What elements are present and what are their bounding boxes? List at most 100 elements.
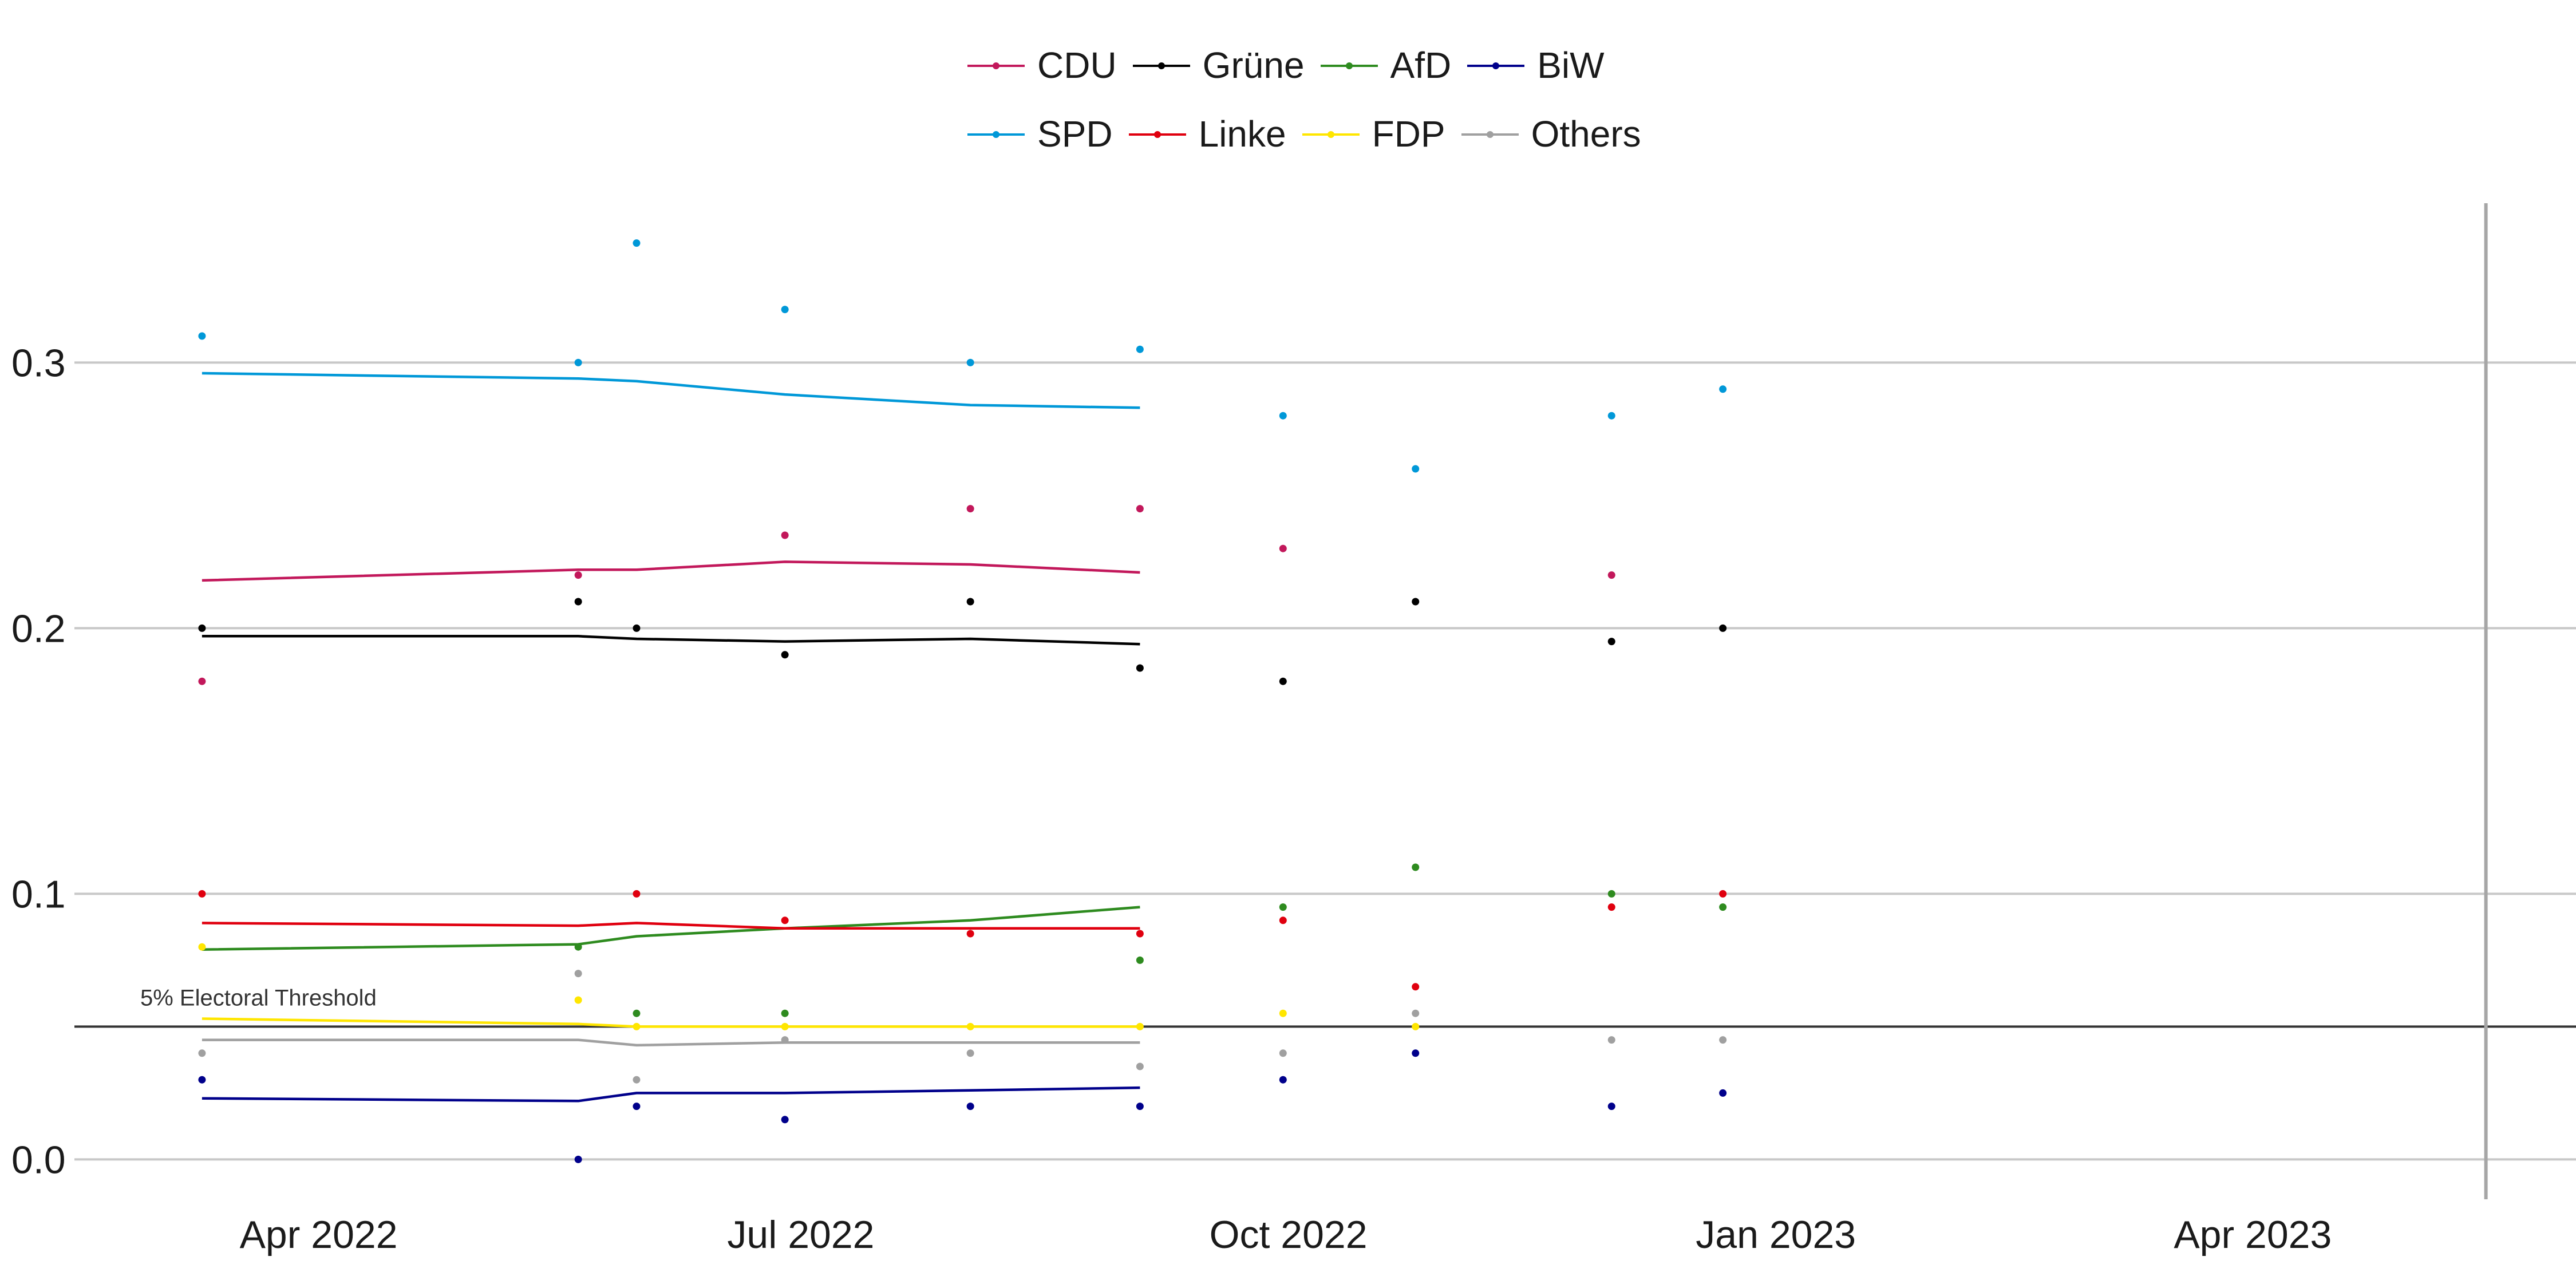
poll-point-others [1136,1062,1144,1070]
legend-item-linke: Linke [1128,113,1286,155]
legend-label-afd: AfD [1390,45,1452,86]
poll-point-biw [633,1103,641,1111]
trend-line-afd [202,906,1140,951]
poll-point-grune [1412,598,1420,606]
trend-line-grune [202,635,1140,646]
poll-point-cdu [781,531,789,539]
trend-line-fdp [202,1017,1140,1028]
poll-point-grune [1279,677,1287,685]
legend-swatch-linke [1128,117,1186,151]
poll-point-others [633,1076,641,1084]
chart-legend: CDU Grüne AfD BiW SPD Linke FDP Others [0,0,2576,172]
reference-lines: 5% Electoral Threshold [74,203,2576,1199]
poll-point-others [1279,1049,1287,1057]
y-tick-label: 0.2 [11,607,66,650]
legend-label-fdp: FDP [1372,113,1445,155]
poll-points [198,239,1727,1163]
poll-point-biw [1719,1089,1727,1097]
trend-line-biw [202,1086,1140,1103]
poll-point-linke [781,916,789,924]
trend-line-others [202,1038,1140,1047]
legend-swatch-biw [1467,48,1525,82]
y-tick-label: 0.0 [11,1138,66,1182]
legend-swatch-grune [1132,48,1190,82]
poll-point-afd [574,943,582,951]
poll-point-fdp [1279,1009,1287,1017]
trend-lines [202,372,1140,1103]
legend-row: SPD Linke FDP Others [967,113,1657,155]
poll-point-linke [1607,903,1615,911]
poll-point-biw [198,1076,206,1084]
poll-point-spd [198,332,206,340]
poll-point-afd [1719,903,1727,911]
poll-point-fdp [198,943,206,951]
legend-label-spd: SPD [1037,113,1113,155]
poll-point-linke [1279,916,1287,924]
poll-point-others [198,1049,206,1057]
poll-point-linke [1412,983,1420,991]
poll-point-linke [198,890,206,898]
poll-point-spd [966,358,974,366]
legend-row: CDU Grüne AfD BiW [967,44,1621,86]
trend-line-linke [202,922,1140,930]
poll-point-linke [966,930,974,938]
x-tick-label: Apr 2023 [2174,1213,2332,1257]
legend-item-biw: BiW [1467,44,1605,86]
poll-point-fdp [633,1022,641,1030]
poll-point-fdp [574,996,582,1004]
poll-point-afd [633,1009,641,1017]
poll-point-spd [1136,345,1144,353]
legend-label-biw: BiW [1537,45,1605,86]
legend-item-others: Others [1461,113,1641,155]
legend-item-grune: Grüne [1132,44,1305,86]
legend-swatch-cdu [967,48,1025,82]
poll-point-fdp [1412,1022,1420,1030]
poll-point-spd [781,306,789,314]
poll-point-others [1719,1036,1727,1044]
poll-point-grune [198,624,206,632]
poll-point-spd [1607,412,1615,420]
poll-point-spd [633,239,641,247]
poll-point-others [574,970,582,978]
poll-point-afd [1279,903,1287,911]
y-tick-label: 0.1 [11,872,66,916]
poll-point-grune [1607,638,1615,646]
poll-point-grune [574,598,582,606]
poll-point-afd [781,1009,789,1017]
poll-point-others [1412,1009,1420,1017]
legend-swatch-fdp [1302,117,1360,151]
poll-point-fdp [781,1022,789,1030]
poll-point-spd [1719,385,1727,393]
poll-point-biw [574,1155,582,1163]
legend-label-linke: Linke [1198,113,1286,155]
y-tick-label: 0.3 [11,341,66,385]
poll-point-grune [1136,664,1144,672]
poll-point-cdu [198,677,206,685]
poll-point-cdu [1136,505,1144,513]
legend-swatch-afd [1320,48,1378,82]
legend-item-cdu: CDU [967,44,1117,86]
poll-point-afd [1412,863,1420,871]
x-tick-label: Jul 2022 [727,1213,874,1257]
poll-point-grune [781,651,789,659]
poll-point-grune [966,598,974,606]
trend-line-cdu [202,560,1140,582]
poll-point-others [1607,1036,1615,1044]
poll-point-afd [1136,956,1144,964]
poll-point-biw [966,1103,974,1111]
x-tick-label: Oct 2022 [1210,1213,1368,1257]
x-tick-label: Apr 2022 [240,1213,398,1257]
poll-point-cdu [966,505,974,513]
poll-point-spd [574,358,582,366]
legend-item-afd: AfD [1320,44,1452,86]
x-tick-label: Jan 2023 [1696,1213,1856,1257]
poll-point-fdp [1136,1022,1144,1030]
legend-label-grune: Grüne [1202,45,1305,86]
poll-point-linke [633,890,641,898]
legend-item-fdp: FDP [1302,113,1445,155]
legend-label-cdu: CDU [1037,45,1117,86]
poll-point-cdu [1279,544,1287,552]
poll-point-afd [1607,890,1615,898]
poll-point-biw [1607,1103,1615,1111]
